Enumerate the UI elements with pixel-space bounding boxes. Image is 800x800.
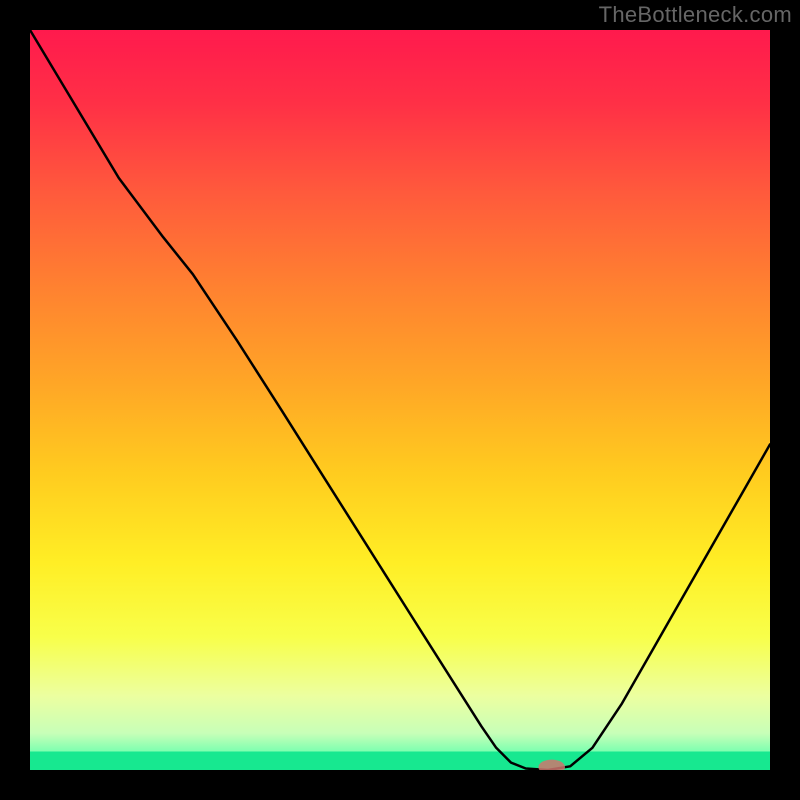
figure-root: TheBottleneck.com bbox=[0, 0, 800, 800]
chart-bottom-band bbox=[30, 752, 770, 771]
watermark-text: TheBottleneck.com bbox=[599, 2, 792, 28]
plot-area bbox=[30, 30, 770, 770]
chart-svg bbox=[30, 30, 770, 770]
chart-background bbox=[30, 30, 770, 770]
